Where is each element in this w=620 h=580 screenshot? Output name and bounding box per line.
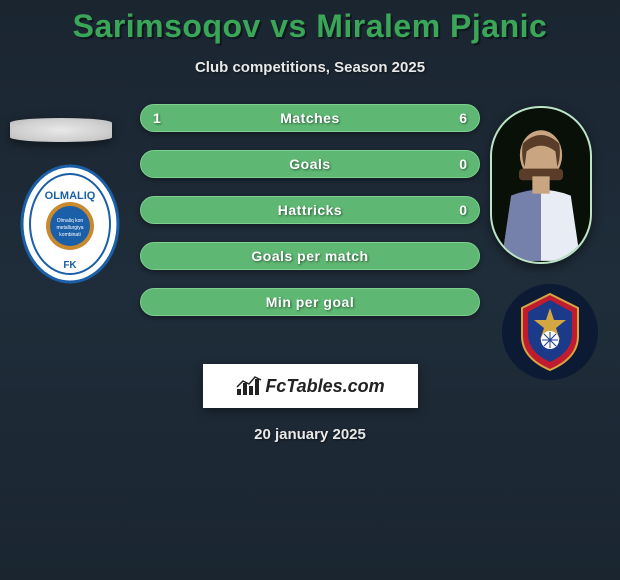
page-title: Sarimsoqov vs Miralem Pjanic <box>0 0 620 45</box>
stat-right-value: 0 <box>459 202 467 218</box>
subtitle: Club competitions, Season 2025 <box>0 59 620 76</box>
svg-text:OLMALIQ: OLMALIQ <box>45 190 96 202</box>
stat-right-value: 0 <box>459 156 467 172</box>
stat-label: Matches <box>141 110 479 126</box>
club-badge-left: OLMALIQ Olmaliq kon metallurgiya kombina… <box>20 164 120 284</box>
date-label: 20 january 2025 <box>0 426 620 443</box>
stat-label: Min per goal <box>141 294 479 310</box>
stat-row-goals: Goals 0 <box>140 150 480 178</box>
cska-badge-icon <box>500 282 600 382</box>
stat-row-matches: 1 Matches 6 <box>140 104 480 132</box>
stat-label: Goals per match <box>141 248 479 264</box>
svg-text:Olmaliq kon: Olmaliq kon <box>57 218 84 224</box>
stat-bars: 1 Matches 6 Goals 0 Hattricks 0 Goals pe… <box>140 104 480 316</box>
svg-text:FK: FK <box>63 260 77 271</box>
svg-text:kombinati: kombinati <box>59 232 80 238</box>
brand-logo: FcTables.com <box>235 375 384 397</box>
svg-text:metallurgiya: metallurgiya <box>57 225 84 231</box>
player-right-photo <box>490 106 592 264</box>
brand-logo-box: FcTables.com <box>203 364 418 408</box>
stat-label: Hattricks <box>141 202 479 218</box>
stat-row-goals-per-match: Goals per match <box>140 242 480 270</box>
comparison-container: OLMALIQ Olmaliq kon metallurgiya kombina… <box>0 104 620 443</box>
club-badge-right <box>500 282 600 382</box>
player-left-photo <box>10 118 112 142</box>
olmaliq-badge-icon: OLMALIQ Olmaliq kon metallurgiya kombina… <box>20 164 120 284</box>
stat-right-value: 6 <box>459 110 467 126</box>
brand-text: FcTables.com <box>265 376 384 397</box>
chart-icon <box>235 375 263 397</box>
stat-row-hattricks: Hattricks 0 <box>140 196 480 224</box>
stat-row-min-per-goal: Min per goal <box>140 288 480 316</box>
stat-label: Goals <box>141 156 479 172</box>
